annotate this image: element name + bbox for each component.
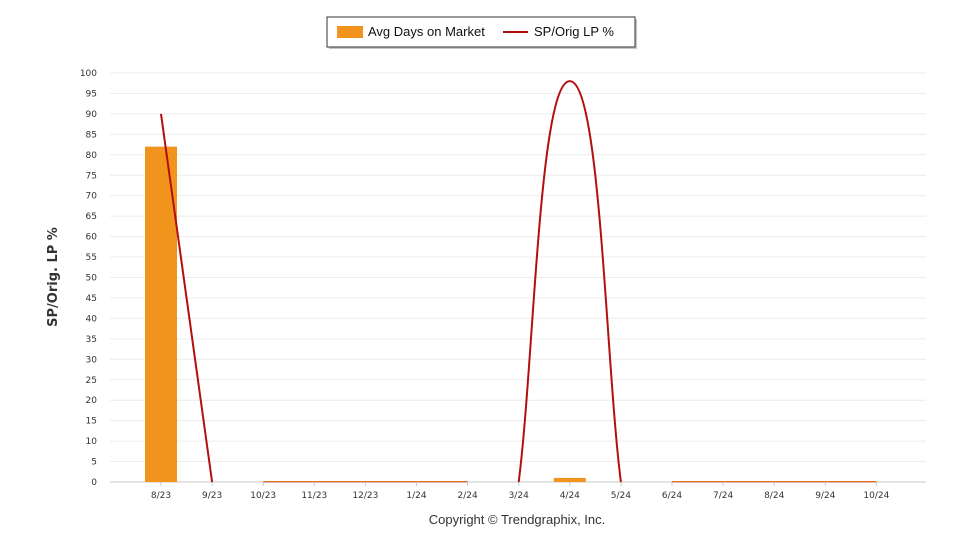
legend-label-avg-days: Avg Days on Market xyxy=(368,24,485,39)
legend-swatch-avg-days xyxy=(337,26,363,38)
bar-avg-days-4-24 xyxy=(553,477,586,482)
x-tick-label: 6/24 xyxy=(662,491,682,501)
y-tick-label: 80 xyxy=(86,151,98,161)
line-sp-orig-segment xyxy=(160,113,214,483)
y-tick-label: 65 xyxy=(86,212,97,222)
x-axis-ticks: 8/23 9/23 10/23 11/23 12/23 1/24 2/24 3/24 4/24 5… xyxy=(151,482,890,501)
line-series xyxy=(160,80,877,483)
y-tick-label: 30 xyxy=(86,355,98,365)
y-tick-label: 25 xyxy=(86,376,97,386)
x-tick-label: 2/24 xyxy=(457,491,477,501)
y-tick-label: 40 xyxy=(86,314,98,324)
x-tick-label: 8/24 xyxy=(764,491,784,501)
y-tick-label: 85 xyxy=(86,130,97,140)
y-tick-label: 45 xyxy=(86,294,97,304)
y-tick-label: 20 xyxy=(86,396,98,406)
x-tick-label: 11/23 xyxy=(301,491,327,501)
y-tick-label: 35 xyxy=(86,335,97,345)
y-axis-label: SP/Orig. LP % xyxy=(46,227,61,327)
y-tick-label: 90 xyxy=(86,110,98,120)
x-tick-label: 4/24 xyxy=(560,491,580,501)
bar-avg-days-8-23 xyxy=(145,146,177,482)
legend-label-sp-orig: SP/Orig LP % xyxy=(534,24,614,39)
copyright-footer: Copyright © Trendgraphix, Inc. xyxy=(429,512,606,527)
y-tick-label: 15 xyxy=(86,417,97,427)
x-tick-label: 7/24 xyxy=(713,491,733,501)
x-tick-label: 8/23 xyxy=(151,491,171,501)
line-sp-orig-segment xyxy=(517,80,622,483)
legend: Avg Days on Market SP/Orig LP % xyxy=(326,16,637,49)
y-tick-label: 50 xyxy=(86,274,98,284)
x-tick-label: 12/23 xyxy=(352,491,378,501)
y-tick-label: 95 xyxy=(86,89,97,99)
x-tick-label: 9/23 xyxy=(202,491,222,501)
y-axis-ticks: 0 5 10 15 20 25 30 35 40 45 50 55 60 65 70 75 80 85 90 95 10… xyxy=(80,69,97,488)
y-tick-label: 5 xyxy=(91,458,97,468)
y-tick-label: 70 xyxy=(86,192,98,202)
legend-box xyxy=(326,16,636,48)
y-tick-label: 100 xyxy=(80,69,97,79)
bar-series xyxy=(145,146,877,482)
x-tick-label: 1/24 xyxy=(406,491,426,501)
x-tick-label: 10/24 xyxy=(863,491,889,501)
x-tick-label: 3/24 xyxy=(509,491,529,501)
y-tick-label: 75 xyxy=(86,171,97,181)
y-tick-label: 10 xyxy=(86,437,98,447)
y-tick-label: 55 xyxy=(86,253,97,263)
x-tick-label: 5/24 xyxy=(611,491,631,501)
y-tick-label: 60 xyxy=(86,233,98,243)
y-tick-label: 0 xyxy=(91,478,97,488)
grid-lines xyxy=(110,72,926,483)
x-tick-label: 10/23 xyxy=(250,491,276,501)
x-tick-label: 9/24 xyxy=(815,491,835,501)
